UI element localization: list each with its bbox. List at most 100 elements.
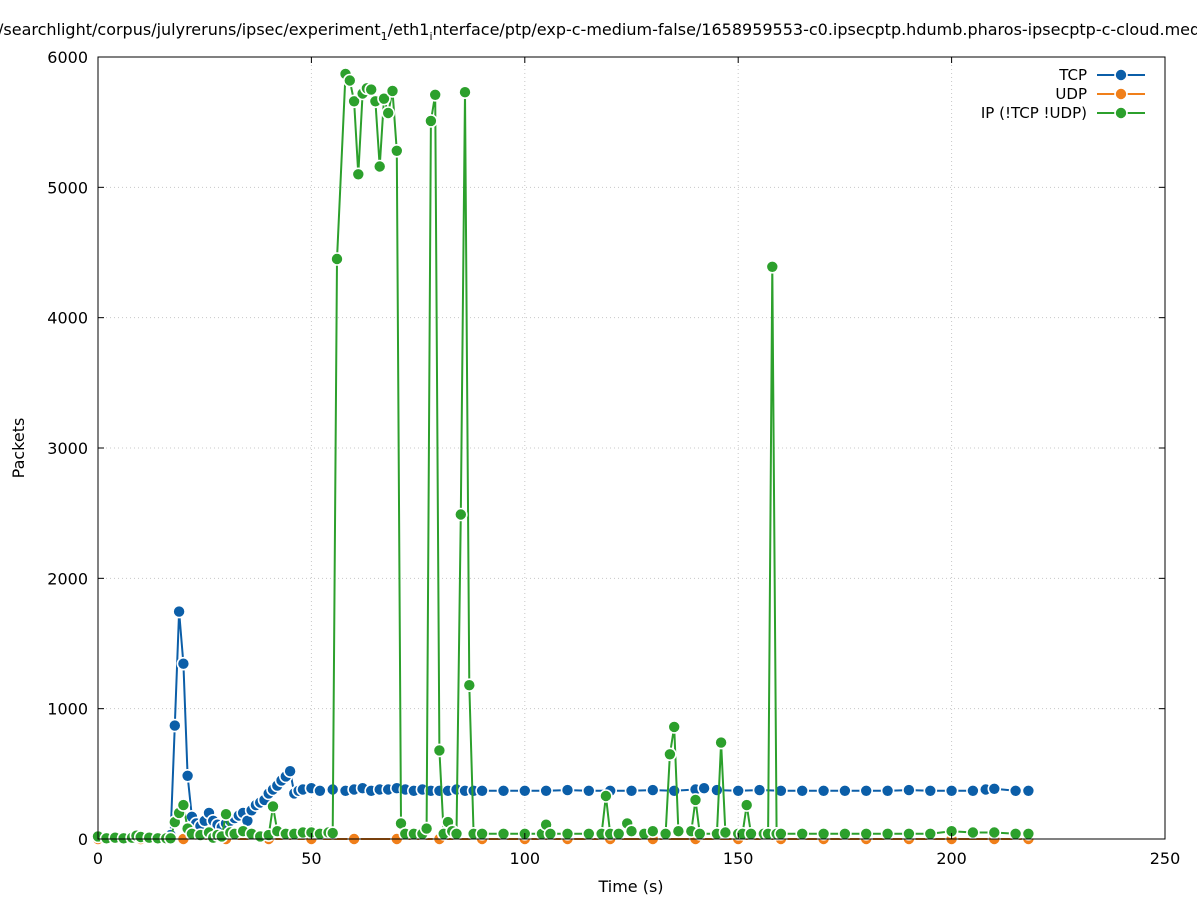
data-point-ip-tcp-udp (325, 826, 340, 840)
x-tick-label: 100 (510, 849, 541, 868)
y-tick-label: 3000 (47, 439, 88, 458)
data-point-ip-tcp-udp (377, 91, 391, 106)
data-point-tcp (710, 783, 724, 797)
data-point-tcp (667, 783, 682, 798)
data-point-ip-tcp-udp (347, 94, 361, 109)
data-point-ip-tcp-udp (424, 114, 438, 128)
data-point-tcp (624, 783, 639, 798)
data-point-ip-tcp-udp (859, 826, 874, 841)
data-point-ip-tcp-udp (389, 144, 404, 158)
data-point-ip-tcp-udp (475, 826, 489, 841)
x-tick-label: 250 (1150, 849, 1181, 868)
data-point-ip-tcp-udp (364, 82, 379, 97)
data-point-ip-tcp-udp (1008, 826, 1023, 841)
data-point-tcp (313, 783, 327, 798)
data-point-ip-tcp-udp (219, 807, 233, 822)
data-point-ip-tcp-udp (739, 798, 754, 812)
data-point-ip-tcp-udp (496, 826, 511, 841)
data-point-ip-tcp-udp (266, 799, 280, 814)
data-point-ip-tcp-udp (581, 826, 596, 841)
data-point-ip-tcp-udp (663, 747, 677, 762)
data-point-ip-tcp-udp (342, 73, 357, 88)
data-point-ip-tcp-udp (543, 826, 558, 841)
data-point-tcp (560, 783, 575, 797)
x-tick-label: 200 (936, 849, 967, 868)
y-tick-label: 5000 (47, 178, 88, 197)
chart-title-part-2: /eth1 (388, 20, 430, 39)
data-point-ip-tcp-udp (599, 789, 613, 803)
chart-title: /searchlight/corpus/julyreruns/ipsec/exp… (0, 20, 1197, 43)
data-point-ip-tcp-udp (987, 825, 1002, 840)
data-point-ip-tcp-udp (462, 678, 477, 693)
y-tick-label: 4000 (47, 309, 88, 328)
data-point-ip-tcp-udp (385, 84, 400, 98)
data-point-tcp (283, 764, 297, 779)
data-point-tcp (859, 783, 874, 798)
data-point-tcp (752, 783, 767, 797)
x-axis-title: Time (s) (597, 877, 663, 896)
data-point-ip-tcp-udp (718, 825, 733, 840)
legend-marker-tcp (1114, 68, 1128, 82)
data-point-ip-tcp-udp (744, 826, 758, 841)
data-point-tcp (517, 783, 532, 798)
data-point-tcp (475, 783, 489, 798)
data-point-tcp (168, 718, 182, 733)
y-axis-title: Packets (9, 418, 28, 479)
legend-marker-udp (1114, 87, 1128, 101)
axis-ticks: 0 50 100 150 200 250 0 1000 2000 3000 4000 5000 6000 (47, 48, 1180, 868)
data-point-ip-tcp-udp (611, 826, 626, 841)
data-point-ip-tcp-udp (624, 824, 639, 839)
legend-label-ip-tcp-udp: IP (!TCP !UDP) (981, 104, 1087, 122)
chart-title-part-3: nterface/ptp/exp-c-medium-false/16589595… (433, 20, 1197, 39)
data-point-tcp (731, 783, 746, 798)
data-point-tcp (1021, 783, 1036, 798)
data-point-tcp (774, 783, 788, 798)
data-point-tcp (880, 783, 895, 798)
data-point-tcp (496, 783, 511, 798)
data-point-ip-tcp-udp (163, 831, 178, 846)
y-tick-label: 1000 (47, 700, 88, 719)
series-ip-tcp-udp (91, 67, 1036, 846)
data-point-tcp (838, 783, 852, 798)
data-point-ip-tcp-udp (419, 821, 434, 836)
data-point-tcp (795, 783, 810, 798)
data-point-tcp (1008, 783, 1023, 798)
chart-title-subscript: 1 (381, 30, 388, 43)
data-point-tcp (966, 783, 980, 798)
data-point-ip-tcp-udp (692, 826, 707, 841)
data-point-tcp (172, 604, 186, 619)
data-point-ip-tcp-udp (795, 826, 810, 841)
x-tick-label: 50 (301, 849, 321, 868)
data-point-ip-tcp-udp (671, 824, 686, 839)
data-point-ip-tcp-udp (966, 825, 980, 840)
data-point-tcp (944, 783, 959, 798)
data-point-ip-tcp-udp (1021, 826, 1036, 841)
data-point-tcp (923, 783, 938, 798)
y-tick-label: 0 (78, 830, 88, 849)
legend-label-udp: UDP (1055, 85, 1087, 103)
data-point-ip-tcp-udp (645, 824, 660, 839)
data-point-tcp (902, 783, 916, 797)
data-point-ip-tcp-udp (432, 743, 447, 758)
data-point-ip-tcp-udp (372, 159, 387, 174)
data-point-ip-tcp-udp (381, 106, 396, 120)
y-tick-label: 2000 (47, 569, 88, 588)
legend-marker-ip-tcp-udp (1114, 106, 1128, 120)
data-point-ip-tcp-udp (560, 826, 575, 841)
data-point-ip-tcp-udp (428, 88, 443, 102)
data-point-ip-tcp-udp (351, 167, 366, 182)
data-point-tcp (180, 768, 195, 783)
data-point-tcp (816, 783, 831, 798)
y-tick-label: 6000 (47, 48, 88, 67)
data-point-ip-tcp-udp (667, 720, 682, 734)
data-point-ip-tcp-udp (714, 735, 728, 750)
data-point-tcp (176, 656, 191, 671)
chart-title-subscript-2: i (429, 30, 432, 43)
data-point-tcp (645, 783, 660, 797)
data-point-ip-tcp-udp (453, 507, 468, 522)
data-point-ip-tcp-udp (816, 826, 831, 841)
data-point-tcp (697, 781, 711, 796)
data-point-ip-tcp-udp (765, 259, 780, 274)
